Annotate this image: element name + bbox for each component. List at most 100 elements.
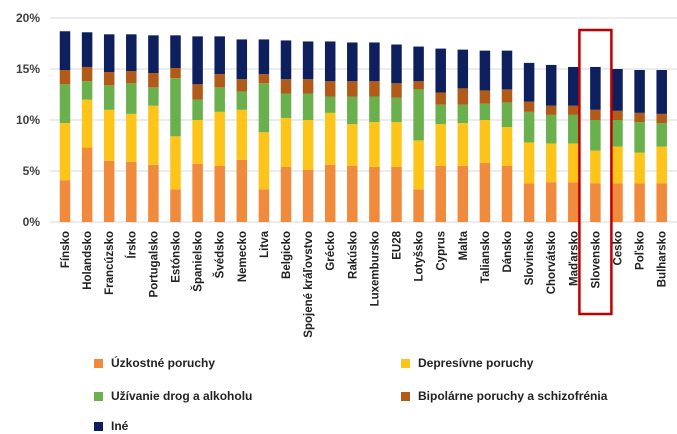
bar-segment	[413, 140, 424, 190]
category-label: Spojené kráľovstvo	[303, 231, 315, 338]
highlight-box	[578, 28, 613, 316]
bar-segment	[103, 109, 115, 161]
bar-segment	[413, 46, 424, 82]
bar-segment	[634, 152, 645, 184]
bar-segment	[236, 79, 248, 92]
bar-segment	[214, 74, 225, 88]
bar-segment	[413, 189, 424, 222]
bar-segment	[479, 120, 491, 163]
bar-segment	[568, 182, 579, 222]
bar-segment	[170, 67, 181, 79]
bar-segment	[236, 109, 248, 160]
category-label: Švédsko	[214, 231, 227, 278]
bar-segment	[347, 165, 358, 222]
bar-segment	[324, 81, 336, 97]
bar-segment	[369, 96, 380, 123]
bar-segment	[435, 165, 446, 222]
highlight-frame	[578, 28, 613, 316]
bar-segment	[457, 123, 469, 166]
bar-segment	[126, 113, 137, 162]
bar-segment	[81, 66, 93, 82]
category-label: Estónsko	[171, 231, 183, 283]
bar-segment	[545, 105, 557, 115]
category-label: Česko	[612, 231, 625, 266]
bar-segment	[479, 162, 491, 222]
bar-segment	[391, 44, 402, 84]
y-axis-ticks: 0% 5% 10% 15% 20%	[16, 11, 40, 229]
bar-segment	[523, 111, 535, 143]
bar-segment	[214, 36, 225, 75]
category-label: Španielsko	[192, 231, 205, 292]
bar-segment	[192, 99, 203, 120]
bar-segment	[324, 164, 336, 222]
bar-segment	[126, 34, 137, 72]
bar-segment	[81, 81, 93, 100]
bar-segment	[612, 120, 623, 147]
bar-segment	[479, 90, 491, 104]
bar-segment	[148, 87, 159, 106]
bar-segment	[324, 41, 336, 82]
bar-segment	[590, 109, 601, 120]
category-label: Írsko	[125, 231, 138, 259]
category-label: Grécko	[325, 231, 337, 271]
bar-segment	[523, 183, 535, 222]
bar-segment	[258, 189, 270, 222]
bar-segment	[391, 83, 402, 98]
bar-segment	[214, 87, 225, 112]
bar-segment	[258, 132, 270, 190]
y-tick-label: 10%	[16, 113, 40, 127]
bar-segment	[103, 72, 115, 86]
bar-segment	[545, 182, 557, 222]
bar-segment	[59, 70, 71, 85]
bar-segment	[170, 136, 181, 190]
bar-segment	[369, 166, 380, 222]
bar-segment	[612, 183, 623, 222]
bar-segment	[545, 114, 557, 144]
category-label: Maďarsko	[568, 231, 580, 286]
category-label: Dánsko	[502, 231, 514, 273]
bar-segment	[258, 74, 270, 84]
bar-segment	[236, 159, 248, 222]
bar-segment	[81, 32, 93, 67]
bar-segment	[214, 111, 225, 166]
category-labels: Fínsko Holandsko Francúzsko Írsko Portugalsk…	[60, 230, 669, 338]
bar-segment	[170, 78, 181, 137]
category-label: Holandsko	[82, 231, 94, 290]
bar-segment	[369, 81, 380, 97]
category-label: Slovensko	[590, 231, 602, 289]
category-label: Litva	[259, 230, 271, 257]
bar-segment	[501, 127, 513, 166]
bar-segment	[479, 50, 491, 91]
category-label: Malta	[458, 230, 470, 260]
bar-segment	[634, 70, 645, 113]
bar-segment	[435, 48, 446, 93]
bar-segment	[369, 42, 380, 82]
bar-segment	[656, 183, 667, 222]
bar-segment	[590, 183, 601, 222]
bar-segment	[81, 99, 93, 148]
bar-segment	[347, 124, 358, 166]
bar-segment	[280, 93, 292, 118]
bar-segment	[391, 122, 402, 167]
bar-segment	[413, 81, 424, 90]
bar-segment	[435, 124, 446, 166]
bar-segment	[258, 39, 270, 75]
category-label: Chorvátsko	[546, 231, 558, 294]
bar-segment	[568, 105, 579, 115]
category-label: Nemecko	[237, 231, 249, 282]
y-tick-label: 0%	[23, 215, 41, 229]
bar-segment	[501, 102, 513, 128]
bar-segment	[302, 120, 314, 170]
bar-segment	[192, 84, 203, 100]
bar-segment	[347, 42, 358, 82]
category-label: Fínsko	[60, 231, 72, 268]
bar-segment	[258, 83, 270, 133]
category-label: Cyprus	[436, 231, 448, 271]
bar-segment	[523, 142, 535, 184]
bars	[59, 31, 667, 222]
bar-segment	[324, 112, 336, 165]
bar-segment	[302, 41, 314, 80]
bar-segment	[59, 31, 71, 71]
bar-segment	[457, 104, 469, 124]
